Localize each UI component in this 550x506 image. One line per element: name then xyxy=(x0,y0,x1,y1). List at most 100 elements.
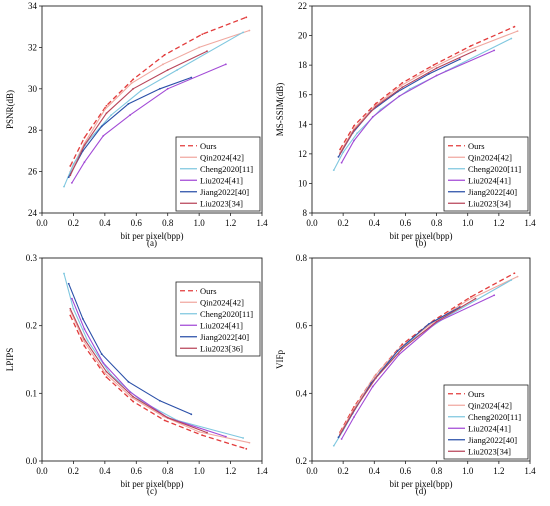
data-point xyxy=(340,161,343,164)
data-point xyxy=(332,444,335,447)
legend-box xyxy=(175,281,261,357)
data-point xyxy=(401,347,404,350)
data-point xyxy=(100,353,103,355)
data-point xyxy=(206,50,208,53)
legend-label: Liu2024[41] xyxy=(200,320,243,330)
data-point xyxy=(129,114,131,117)
legend-label: Ours xyxy=(200,286,217,296)
data-point xyxy=(105,376,108,378)
y-tick-label: 32 xyxy=(28,42,37,52)
data-point xyxy=(409,87,411,90)
legend-label: Liu2023[34] xyxy=(200,198,243,208)
data-point xyxy=(356,132,359,135)
legend-label: Ours xyxy=(200,141,217,151)
data-point xyxy=(201,33,204,36)
data-point xyxy=(63,272,65,275)
data-point xyxy=(198,431,201,433)
data-point xyxy=(63,185,65,188)
legend-label: Liu2024[41] xyxy=(200,175,243,185)
series-line-Jiang2022[40] xyxy=(68,283,192,415)
series-line-Liu2024[41] xyxy=(341,294,495,440)
data-point xyxy=(103,108,106,111)
data-point xyxy=(339,433,341,436)
data-point xyxy=(70,297,73,300)
data-point xyxy=(401,343,404,346)
x-tick-label: 1.4 xyxy=(524,466,536,476)
data-point xyxy=(129,391,131,393)
legend-box xyxy=(443,136,529,212)
y-tick-label: 0.2 xyxy=(296,456,307,466)
data-point xyxy=(70,181,73,184)
y-tick-label: 26 xyxy=(28,167,38,177)
x-tick-label: 1.0 xyxy=(462,218,474,228)
x-tick-label: 1.4 xyxy=(524,218,536,228)
plot-frame xyxy=(41,5,263,214)
data-point xyxy=(510,37,513,40)
data-point xyxy=(206,431,208,434)
data-point xyxy=(190,76,193,79)
x-tick-label: 1.0 xyxy=(194,466,206,476)
data-point xyxy=(69,165,72,167)
data-point xyxy=(127,102,130,105)
data-point xyxy=(242,437,245,439)
data-point xyxy=(342,151,345,154)
data-point xyxy=(401,86,404,89)
legend-label: Liu2023[36] xyxy=(200,343,243,353)
series-line-Liu2023[36] xyxy=(69,308,208,434)
data-point xyxy=(435,320,438,323)
y-tick-label: 0.4 xyxy=(296,388,308,398)
data-point xyxy=(396,350,399,352)
x-tick-label: 1.4 xyxy=(256,466,268,476)
data-point xyxy=(105,104,108,107)
data-point xyxy=(166,69,169,71)
data-point xyxy=(158,87,161,90)
data-point xyxy=(67,282,70,285)
data-point xyxy=(163,419,166,422)
y-tick-label: 0.6 xyxy=(296,321,308,331)
data-point xyxy=(245,16,248,19)
legend-label: Liu2024[41] xyxy=(468,423,511,433)
data-point xyxy=(105,370,108,373)
series-line-Liu2023[34] xyxy=(339,49,476,155)
data-point xyxy=(353,129,355,132)
data-point xyxy=(248,29,251,32)
x-axis-label: bit per pixel(bpp) xyxy=(390,231,453,241)
y-tick-label: 30 xyxy=(28,84,38,94)
x-tick-label: 0.6 xyxy=(131,218,143,228)
panel-caption: (a) xyxy=(147,238,157,248)
y-tick-label: 28 xyxy=(28,125,38,135)
data-point xyxy=(67,176,70,179)
data-point xyxy=(69,174,72,177)
y-tick-label: 0.0 xyxy=(26,456,38,466)
data-point xyxy=(493,294,496,297)
x-tick-label: 0.4 xyxy=(369,466,381,476)
data-point xyxy=(431,67,433,69)
x-axis-label: bit per pixel(bpp) xyxy=(390,479,453,489)
y-axis-label: LPIPS xyxy=(5,348,15,372)
x-tick-label: 0.8 xyxy=(162,218,174,228)
data-point xyxy=(373,375,376,378)
data-point xyxy=(163,54,166,56)
x-tick-label: 1.2 xyxy=(225,466,236,476)
x-tick-label: 0.2 xyxy=(68,466,79,476)
legend-label: Jiang2022[40] xyxy=(200,187,249,197)
data-point xyxy=(248,441,251,444)
data-point xyxy=(176,69,179,71)
y-axis-label: VIFp xyxy=(275,350,285,370)
data-point xyxy=(432,64,435,67)
data-point xyxy=(371,385,374,388)
legend-box xyxy=(175,136,261,212)
data-point xyxy=(469,296,472,298)
data-point xyxy=(353,124,355,127)
x-tick-label: 0.4 xyxy=(99,218,111,228)
data-point xyxy=(337,436,340,439)
data-point xyxy=(374,105,377,108)
legend-label: Jiang2022[40] xyxy=(200,332,249,342)
data-point xyxy=(224,435,227,438)
series-line-Jiang2022[40] xyxy=(338,306,461,438)
data-point xyxy=(516,30,519,33)
data-point xyxy=(132,400,135,403)
